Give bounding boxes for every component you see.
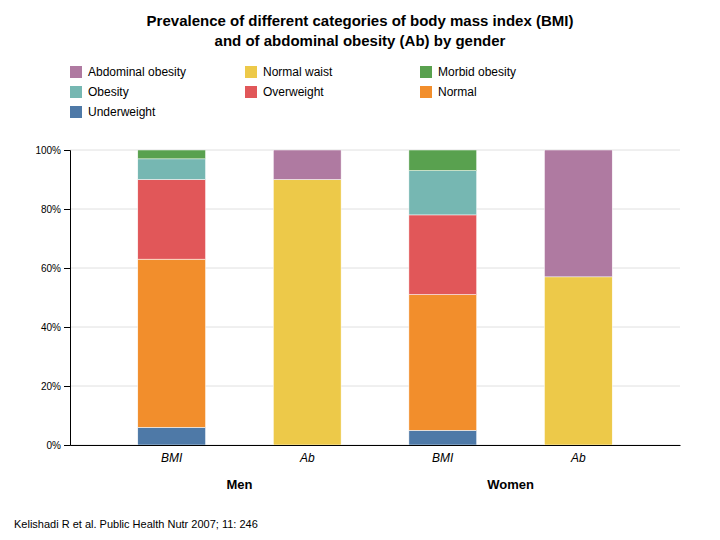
subtitle: and of abdominal obesity (Ab) by gender [215, 32, 506, 49]
legend-item: Normal waist [245, 65, 333, 79]
legend-swatch [70, 66, 82, 78]
chart: Prevalence of different categories of bo… [0, 0, 720, 540]
bar [138, 159, 206, 180]
y-tick: 40% [41, 322, 70, 333]
tick-label: 80% [41, 204, 61, 215]
tick-label: Ab [299, 451, 315, 465]
x-tick: BMI [161, 451, 183, 465]
legend-swatch [70, 86, 82, 98]
legend-swatch [245, 66, 257, 78]
x-tick: Ab [570, 451, 586, 465]
tick-label: BMI [161, 451, 183, 465]
bar [409, 295, 477, 431]
legend-swatch [420, 66, 432, 78]
legend-label: Underweight [88, 105, 156, 119]
legend-item: Overweight [245, 85, 324, 99]
tick-label: BMI [432, 451, 454, 465]
y-tick: 0% [47, 440, 70, 451]
bars [138, 150, 612, 445]
group-label: Women [487, 477, 534, 492]
bar [544, 150, 612, 277]
legend-item: Abdominal obesity [70, 65, 186, 79]
axis-line [71, 445, 681, 446]
tick-mark [64, 445, 70, 446]
bar [409, 171, 477, 215]
bar [273, 150, 341, 180]
tick-label: 60% [41, 263, 61, 274]
grid [70, 150, 680, 445]
bar [544, 277, 612, 445]
group-label: Men [226, 477, 252, 492]
y-tick: 80% [41, 204, 70, 215]
legend-item: Obesity [70, 85, 129, 99]
tick-label: 100% [35, 145, 61, 156]
y-tick: 20% [41, 381, 70, 392]
tick-label: 40% [41, 322, 61, 333]
axis-line [64, 151, 71, 446]
legend-label: Normal waist [263, 65, 333, 79]
y-tick: 100% [35, 145, 70, 156]
tick-mark [64, 268, 70, 269]
legend-item: Underweight [70, 105, 156, 119]
legend-swatch [70, 106, 82, 118]
bar [273, 180, 341, 446]
bar [138, 259, 206, 427]
legend-item: Morbid obesity [420, 65, 516, 79]
tick-label: 20% [41, 381, 61, 392]
legend-label: Abdominal obesity [88, 65, 186, 79]
bar [138, 180, 206, 260]
legend-swatch [420, 86, 432, 98]
bar [409, 150, 477, 171]
tick-label: 0% [47, 440, 62, 451]
y-tick: 60% [41, 263, 70, 274]
legend-item: Normal [420, 85, 477, 99]
tick-mark [64, 150, 70, 151]
source: Kelishadi R et al. Public Health Nutr 20… [14, 518, 258, 530]
tick-mark [64, 327, 70, 328]
legend-label: Normal [438, 85, 477, 99]
bar [138, 427, 206, 445]
legend-label: Morbid obesity [438, 65, 516, 79]
x-tick: Ab [299, 451, 315, 465]
title: Prevalence of different categories of bo… [147, 12, 574, 29]
tick-mark [64, 209, 70, 210]
tick-label: Ab [570, 451, 586, 465]
legend-label: Obesity [88, 85, 129, 99]
y-axis: 0% 20% 40% 60% 80% 100% [35, 145, 70, 451]
bar [138, 150, 206, 159]
legend-label: Overweight [263, 85, 324, 99]
bar [409, 430, 477, 445]
x-axis: BMI Ab BMI Ab [71, 446, 681, 465]
legend-swatch [245, 86, 257, 98]
legend: Abdominal obesity Normal waist Morbid obes… [70, 65, 516, 119]
bar [409, 215, 477, 295]
x-tick: BMI [432, 451, 454, 465]
tick-mark [64, 386, 70, 387]
